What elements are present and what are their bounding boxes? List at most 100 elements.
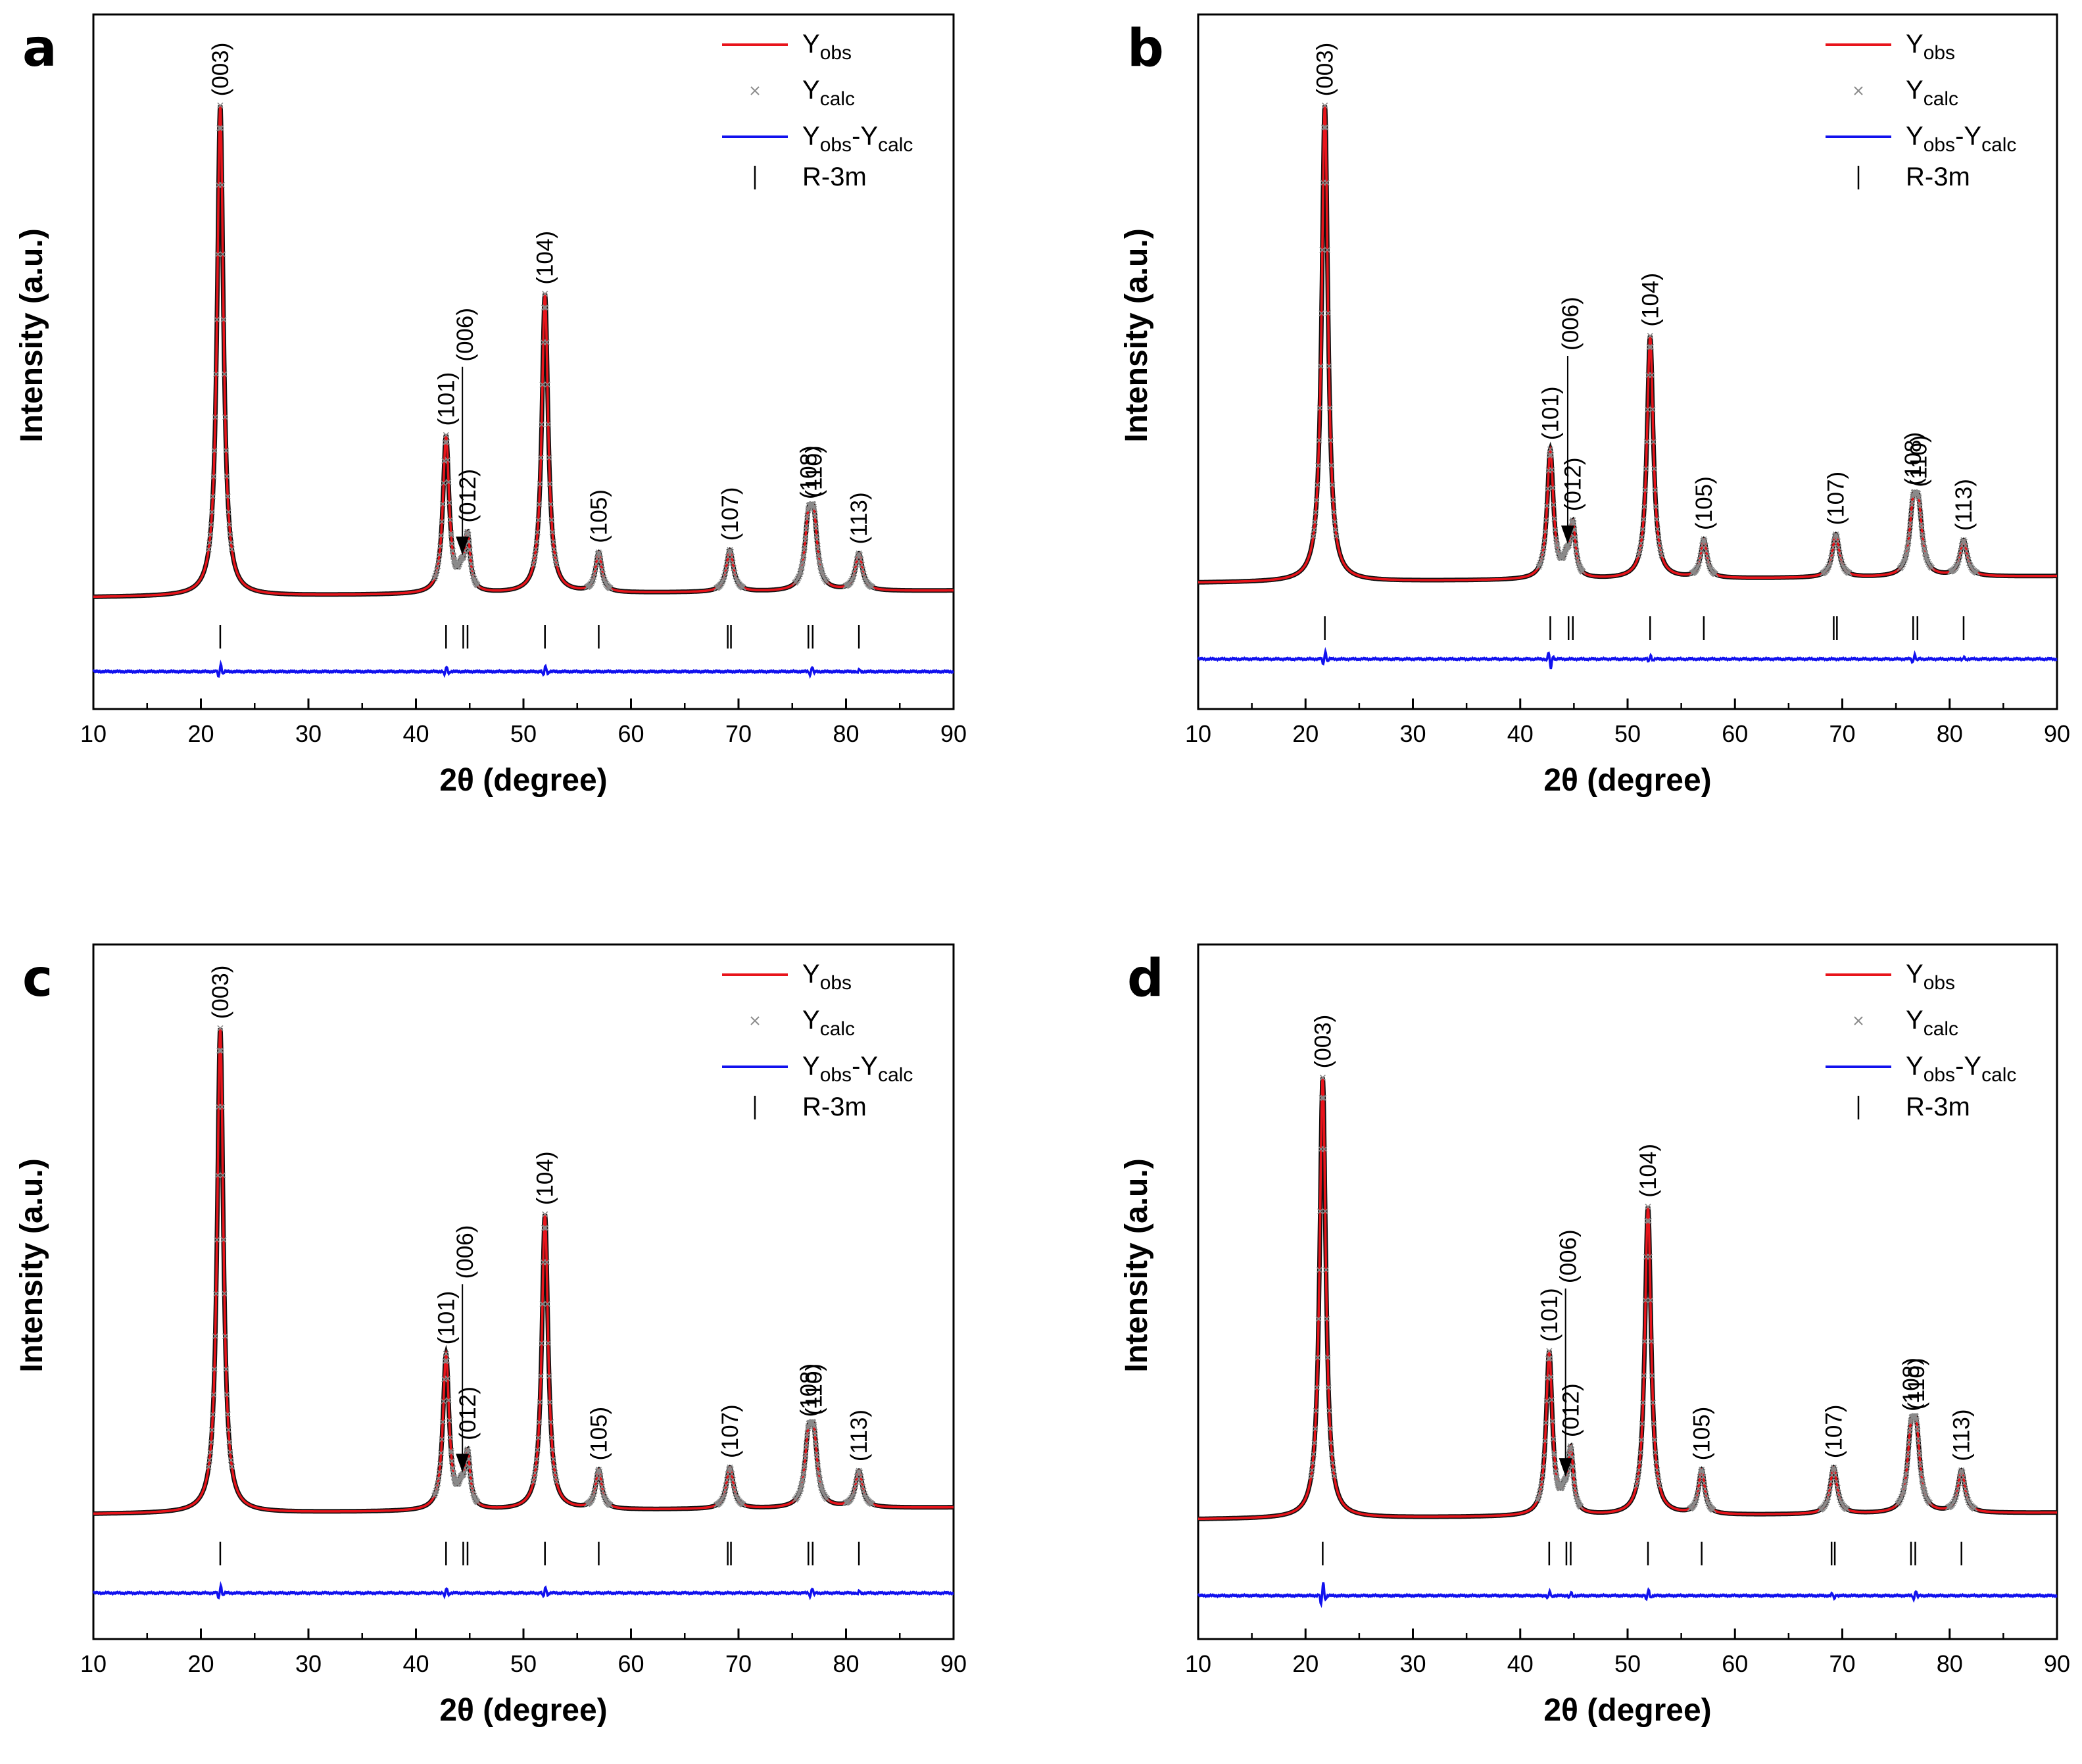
y-calc-marker <box>1331 1473 1338 1479</box>
y-calc-marker <box>222 1333 229 1340</box>
y-calc-marker <box>532 552 539 559</box>
legend-obs-label: Yobs <box>802 30 852 64</box>
peak-label: (105) <box>586 489 612 543</box>
x-tick-label: 20 <box>1292 1650 1319 1677</box>
y-calc-marker <box>435 558 442 564</box>
y-calc-marker <box>1549 1418 1556 1425</box>
y-calc-marker <box>729 553 735 560</box>
y-calc-marker <box>1959 1469 1966 1476</box>
y-calc-marker <box>1319 247 1326 253</box>
y-calc-marker <box>1635 1467 1642 1473</box>
y-calc-marker <box>442 439 448 446</box>
y-calc-marker <box>800 554 807 561</box>
panel-letter: b <box>1127 19 1164 78</box>
x-tick-label: 50 <box>1614 720 1641 747</box>
x-tick-label: 60 <box>617 1650 644 1677</box>
y-calc-marker <box>1829 550 1835 556</box>
y-calc-marker <box>547 501 554 508</box>
y-calc-marker <box>223 447 230 454</box>
y-calc-marker <box>214 251 221 258</box>
y-calc-marker <box>226 521 233 528</box>
y-calc-marker <box>212 414 218 420</box>
y-calc-marker <box>1543 1419 1549 1426</box>
y-diff-line <box>1197 1582 2058 1608</box>
x-tick-label: 50 <box>1614 1650 1641 1677</box>
y-calc-marker <box>221 1290 228 1297</box>
y-calc-marker <box>544 381 551 388</box>
y-calc-marker <box>448 532 454 539</box>
y-calc-marker <box>447 1434 454 1441</box>
y-calc-marker <box>1551 1452 1558 1458</box>
y-calc-marker <box>443 431 449 439</box>
peak-label: (107) <box>1821 1405 1847 1459</box>
y-calc-marker <box>438 532 445 539</box>
y-calc-marker <box>1654 1467 1660 1473</box>
x-tick-label: 20 <box>187 1650 214 1677</box>
peak-label: (104) <box>533 1151 558 1205</box>
y-calc-marker <box>1644 1217 1651 1224</box>
y-calc-marker <box>208 509 215 516</box>
y-calc-marker <box>1905 540 1912 547</box>
y-calc-marker <box>533 1456 540 1463</box>
peak-label: (108) <box>1900 432 1926 486</box>
y-calc-marker <box>448 1450 454 1456</box>
y-calc-marker <box>1313 509 1319 516</box>
y-calc-marker <box>852 566 858 573</box>
x-tick-label: 20 <box>187 720 214 747</box>
y-calc-marker <box>227 1449 233 1456</box>
y-calc-marker <box>1315 462 1322 469</box>
y-calc-marker <box>550 1463 558 1470</box>
y-calc-marker <box>1549 1396 1555 1403</box>
y-calc-marker <box>1547 1374 1554 1381</box>
y-calc-marker <box>1710 1507 1716 1513</box>
y-calc-marker <box>815 551 822 558</box>
y-calc-marker <box>445 457 451 464</box>
y-calc-marker <box>471 1492 477 1499</box>
y-calc-marker <box>1642 487 1649 493</box>
y-calc-marker <box>218 1047 224 1054</box>
x-tick-label: 40 <box>402 1650 429 1677</box>
y-axis-label: Intensity (a.u.) <box>1119 228 1154 442</box>
y-calc-marker <box>718 1497 725 1504</box>
y-calc-marker <box>543 1259 550 1265</box>
y-calc-marker <box>1311 1440 1318 1446</box>
y-calc-marker <box>1695 1485 1702 1492</box>
y-calc-marker <box>548 517 555 524</box>
y-calc-marker <box>1330 509 1338 516</box>
y-calc-marker <box>1829 544 1836 551</box>
legend-calc-swatch <box>1854 86 1863 95</box>
y-calc-marker <box>1655 1473 1661 1480</box>
y-calc-marker <box>1545 485 1551 492</box>
y-calc-marker <box>1317 363 1324 370</box>
y-axis-label: Intensity (a.u.) <box>14 1158 49 1372</box>
y-calc-marker <box>1658 552 1665 558</box>
y-calc-marker <box>824 579 831 585</box>
y-diff-line <box>92 659 954 679</box>
y-calc-marker <box>1956 552 1963 559</box>
x-axis-label: 2θ (degree) <box>439 1693 607 1728</box>
y-calc-marker <box>1637 540 1645 547</box>
y-calc-marker <box>805 1425 811 1431</box>
y-calc-marker <box>724 1477 731 1483</box>
x-tick-label: 40 <box>1507 1650 1534 1677</box>
y-calc-marker <box>1911 1413 1918 1419</box>
y-calc-marker <box>858 562 865 568</box>
y-calc-marker <box>729 559 736 566</box>
y-calc-marker <box>549 1446 556 1453</box>
y-calc-marker <box>1577 1504 1584 1510</box>
y-calc-marker <box>1653 503 1659 510</box>
panel-a: 10 20 30 40 50 60 70 80 90 2θ (degree) Intensity (… <box>14 13 967 798</box>
y-calc-marker <box>1540 544 1547 551</box>
y-calc-marker <box>731 570 738 576</box>
y-calc-marker <box>1326 363 1332 370</box>
y-calc-marker <box>824 1496 831 1502</box>
y-calc-marker <box>818 1485 825 1492</box>
y-calc-marker <box>1915 1436 1922 1442</box>
y-calc-marker <box>1327 437 1334 444</box>
y-calc-marker <box>1553 538 1560 545</box>
y-calc-marker <box>1328 462 1335 469</box>
y-calc-marker <box>858 556 864 563</box>
x-tick-label: 90 <box>2044 720 2070 747</box>
y-calc-marker <box>440 1398 447 1405</box>
x-tick-label: 10 <box>80 720 107 747</box>
